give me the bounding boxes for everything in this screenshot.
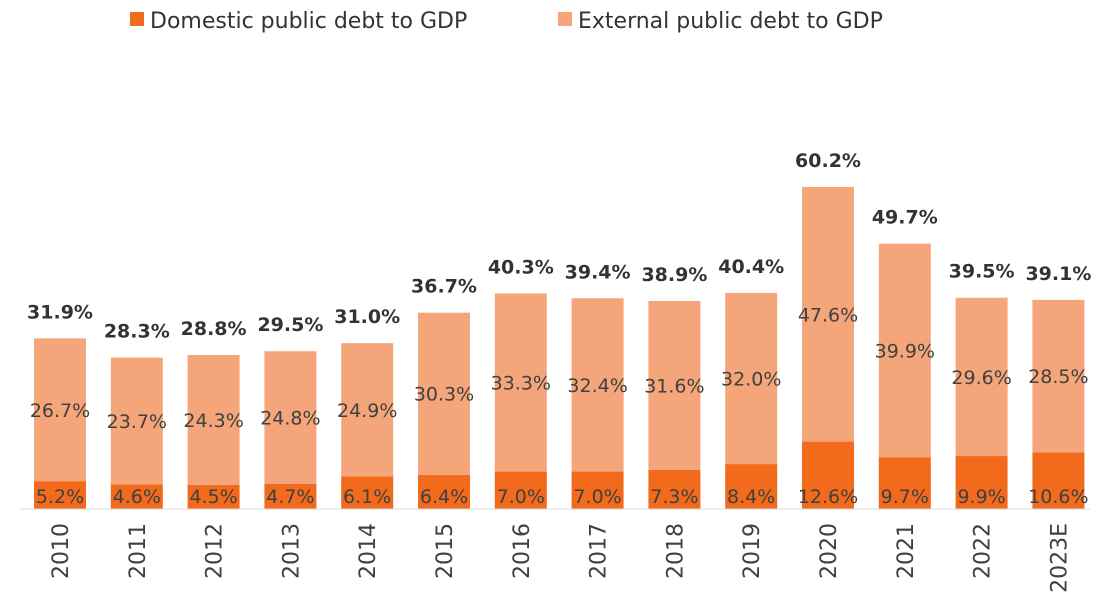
data-label-domestic-2014: 6.1% (343, 486, 391, 508)
total-label-2015: 36.7% (411, 276, 477, 298)
bars-layer: 5.2% 26.7% 31.9% 4.6% 23.7% 28.3% 4.5% 24.3% 28.… (27, 150, 1091, 509)
total-label-2022: 39.5% (949, 261, 1015, 283)
bar-domestic-2014 (341, 476, 394, 509)
data-label-domestic-2010: 5.2% (36, 486, 84, 508)
data-label-domestic-2017: 7.0% (573, 486, 621, 508)
bar-external-2015 (418, 312, 470, 475)
bar-external-2023E (1032, 299, 1085, 453)
bar-external-2016 (494, 293, 547, 472)
bar-domestic-2016 (494, 471, 547, 509)
x-tick-label-2013: 2013 (279, 523, 304, 579)
data-label-external-2021: 39.9% (875, 340, 935, 362)
data-label-domestic-2012: 4.5% (189, 486, 237, 508)
legend-label-external: External public debt to GDP (578, 9, 883, 34)
x-tick-label-2021: 2021 (894, 523, 919, 579)
legend-swatch-external (558, 12, 572, 26)
data-label-external-2017: 32.4% (567, 375, 627, 397)
data-label-domestic-2021: 9.7% (881, 486, 929, 508)
data-label-domestic-2013: 4.7% (266, 486, 314, 508)
data-label-domestic-2018: 7.3% (650, 486, 698, 508)
total-label-2014: 31.0% (334, 306, 400, 328)
total-label-2023E: 39.1% (1025, 263, 1091, 285)
bar-external-2020 (802, 187, 854, 442)
x-tick-label-2023E: 2023E (1047, 523, 1072, 593)
bar-external-2021 (878, 243, 931, 458)
data-label-external-2010: 26.7% (30, 400, 90, 422)
bar-external-2019 (725, 292, 778, 465)
total-label-2013: 29.5% (257, 314, 323, 336)
x-tick-label-2011: 2011 (126, 523, 151, 579)
legend-swatch-domestic (130, 12, 144, 26)
bar-domestic-2018 (648, 469, 701, 509)
data-label-external-2023E: 28.5% (1028, 366, 1088, 388)
x-axis-ticks: 2010 2011 2012 2013 2014 2015 2016 2017 2018 2019… (49, 523, 1072, 593)
data-label-domestic-2019: 8.4% (727, 486, 775, 508)
bar-domestic-2020 (802, 441, 854, 509)
data-label-external-2022: 29.6% (951, 367, 1011, 389)
data-label-external-2020: 47.6% (798, 304, 858, 326)
bar-domestic-2017 (571, 471, 624, 509)
bar-domestic-2019 (725, 464, 778, 509)
total-label-2011: 28.3% (104, 321, 170, 343)
bar-domestic-2021 (878, 457, 931, 509)
bar-external-2017 (571, 298, 624, 472)
total-label-2012: 28.8% (181, 318, 247, 340)
bar-external-2012 (187, 354, 240, 485)
data-label-external-2018: 31.6% (644, 375, 704, 397)
x-tick-label-2015: 2015 (433, 523, 458, 579)
bar-domestic-2023E (1032, 452, 1085, 509)
data-label-domestic-2023E: 10.6% (1028, 486, 1088, 508)
bar-domestic-2012 (187, 484, 240, 509)
data-label-domestic-2015: 6.4% (420, 486, 468, 508)
legend: Domestic public debt to GDP External pub… (130, 9, 883, 34)
x-tick-label-2017: 2017 (587, 523, 612, 579)
data-label-domestic-2011: 4.6% (113, 486, 161, 508)
total-label-2016: 40.3% (488, 256, 554, 278)
x-tick-label-2022: 2022 (971, 523, 996, 579)
x-tick-label-2010: 2010 (49, 523, 74, 579)
total-label-2018: 38.9% (641, 264, 707, 286)
bar-external-2018 (648, 300, 701, 470)
bar-domestic-2010 (34, 481, 86, 509)
x-tick-label-2012: 2012 (203, 523, 228, 579)
data-label-external-2016: 33.3% (491, 373, 551, 395)
total-label-2010: 31.9% (27, 301, 93, 323)
bar-domestic-2015 (418, 474, 470, 509)
data-label-domestic-2022: 9.9% (957, 486, 1005, 508)
total-label-2019: 40.4% (718, 256, 784, 278)
bar-domestic-2011 (110, 484, 163, 509)
x-tick-label-2019: 2019 (740, 523, 765, 579)
legend-label-domestic: Domestic public debt to GDP (150, 9, 467, 34)
data-label-domestic-2020: 12.6% (798, 486, 858, 508)
data-label-external-2011: 23.7% (107, 411, 167, 433)
data-label-external-2014: 24.9% (337, 400, 397, 422)
data-label-external-2015: 30.3% (414, 384, 474, 406)
bar-external-2010 (34, 338, 86, 482)
x-tick-label-2018: 2018 (663, 523, 688, 579)
data-label-external-2013: 24.8% (260, 408, 320, 430)
bar-external-2011 (110, 357, 163, 485)
x-tick-label-2016: 2016 (510, 523, 535, 579)
total-label-2020: 60.2% (795, 150, 861, 172)
bar-domestic-2022 (955, 456, 1008, 509)
total-label-2021: 49.7% (872, 207, 938, 229)
x-tick-label-2014: 2014 (356, 523, 381, 579)
data-label-domestic-2016: 7.0% (497, 486, 545, 508)
x-tick-label-2020: 2020 (817, 523, 842, 579)
bar-external-2014 (341, 343, 394, 477)
bar-domestic-2013 (264, 483, 317, 509)
bar-external-2022 (955, 297, 1008, 457)
bar-external-2013 (264, 351, 317, 484)
total-label-2017: 39.4% (565, 261, 631, 283)
data-label-external-2019: 32.0% (721, 368, 781, 390)
data-label-external-2012: 24.3% (183, 410, 243, 432)
